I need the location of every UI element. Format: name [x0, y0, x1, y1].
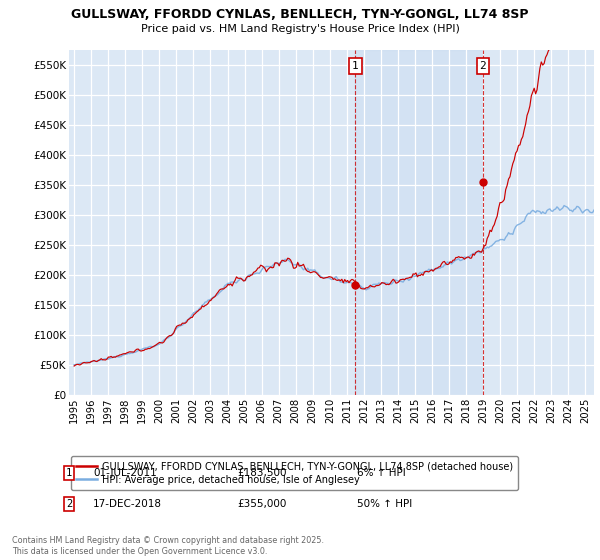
Text: 2: 2 [66, 499, 72, 509]
Text: 1: 1 [66, 468, 72, 478]
Text: 2: 2 [479, 60, 486, 71]
Text: Price paid vs. HM Land Registry's House Price Index (HPI): Price paid vs. HM Land Registry's House … [140, 24, 460, 34]
Legend: GULLSWAY, FFORDD CYNLAS, BENLLECH, TYN-Y-GONGL, LL74 8SP (detached house), HPI: : GULLSWAY, FFORDD CYNLAS, BENLLECH, TYN-Y… [71, 456, 518, 490]
Text: 17-DEC-2018: 17-DEC-2018 [93, 499, 162, 509]
Text: £183,500: £183,500 [237, 468, 287, 478]
Bar [355, 50, 482, 395]
Text: 6% ↑ HPI: 6% ↑ HPI [357, 468, 406, 478]
Text: 1: 1 [352, 60, 359, 71]
Text: 01-JUL-2011: 01-JUL-2011 [93, 468, 157, 478]
Text: GULLSWAY, FFORDD CYNLAS, BENLLECH, TYN-Y-GONGL, LL74 8SP: GULLSWAY, FFORDD CYNLAS, BENLLECH, TYN-Y… [71, 8, 529, 21]
Text: 50% ↑ HPI: 50% ↑ HPI [357, 499, 412, 509]
Text: Contains HM Land Registry data © Crown copyright and database right 2025.
This d: Contains HM Land Registry data © Crown c… [12, 536, 324, 556]
Text: £355,000: £355,000 [237, 499, 286, 509]
